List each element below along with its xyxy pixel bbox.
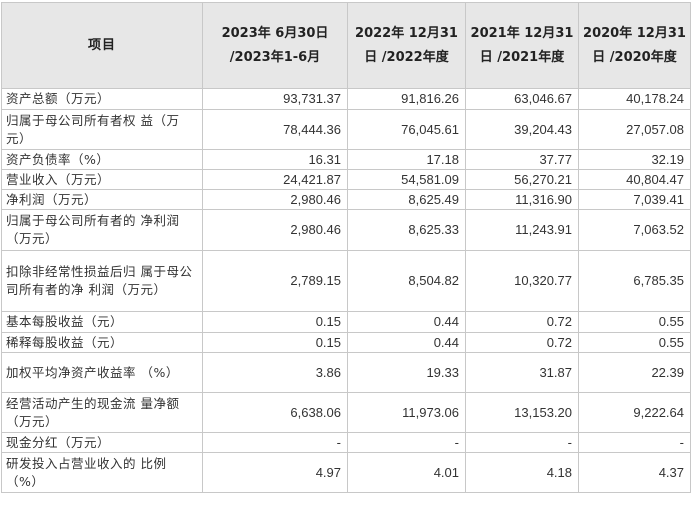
value-cell: 37.77 (465, 149, 579, 170)
value-cell: 32.19 (578, 149, 691, 170)
value-cell: 16.31 (202, 149, 348, 170)
value-cell: - (202, 432, 348, 453)
value-cell: 56,270.21 (465, 169, 579, 190)
value-cell: 0.44 (347, 332, 466, 353)
value-cell: 2,789.15 (202, 250, 348, 312)
table-row: 归属于母公司所有者权 益（万元） 78,444.36 76,045.61 39,… (1, 109, 691, 150)
value-cell: 9,222.64 (578, 392, 691, 433)
table-header-row: 项目 2023年 6月30日 /2023年1-6月 2022年 12月31日 /… (1, 2, 691, 89)
value-cell: 27,057.08 (578, 109, 691, 150)
value-cell: 24,421.87 (202, 169, 348, 190)
value-cell: 3.86 (202, 352, 348, 393)
value-cell: - (347, 432, 466, 453)
table-row: 稀释每股收益（元） 0.15 0.44 0.72 0.55 (1, 332, 691, 353)
value-cell: 0.15 (202, 332, 348, 353)
value-cell: 0.72 (465, 332, 579, 353)
table-row: 归属于母公司所有者的 净利润（万元） 2,980.46 8,625.33 11,… (1, 209, 691, 251)
value-cell: 63,046.67 (465, 88, 579, 110)
value-cell: 8,625.33 (347, 209, 466, 251)
row-label: 净利润（万元） (1, 189, 203, 210)
table-row: 经营活动产生的现金流 量净额（万元） 6,638.06 11,973.06 13… (1, 392, 691, 433)
row-label: 现金分红（万元） (1, 432, 203, 453)
value-cell: 39,204.43 (465, 109, 579, 150)
row-label: 经营活动产生的现金流 量净额（万元） (1, 392, 203, 433)
value-cell: 11,243.91 (465, 209, 579, 251)
header-cell-2020: 2020年 12月31日 /2020年度 (578, 2, 691, 89)
table-row: 现金分红（万元） - - - - (1, 432, 691, 453)
table-row: 扣除非经常性损益后归 属于母公司所有者的净 利润（万元） 2,789.15 8,… (1, 250, 691, 312)
value-cell: 10,320.77 (465, 250, 579, 312)
table-row: 资产负债率（%） 16.31 17.18 37.77 32.19 (1, 149, 691, 170)
value-cell: 40,178.24 (578, 88, 691, 110)
table-row: 研发投入占营业收入的 比例（%） 4.97 4.01 4.18 4.37 (1, 452, 691, 493)
value-cell: 0.55 (578, 311, 691, 333)
value-cell: 22.39 (578, 352, 691, 393)
financial-table: 项目 2023年 6月30日 /2023年1-6月 2022年 12月31日 /… (1, 2, 691, 493)
value-cell: - (578, 432, 691, 453)
header-cell-item: 项目 (1, 2, 203, 89)
value-cell: 8,504.82 (347, 250, 466, 312)
value-cell: 4.37 (578, 452, 691, 493)
table-row: 净利润（万元） 2,980.46 8,625.49 11,316.90 7,03… (1, 189, 691, 210)
header-cell-2022: 2022年 12月31日 /2022年度 (347, 2, 466, 89)
row-label: 营业收入（万元） (1, 169, 203, 190)
value-cell: 31.87 (465, 352, 579, 393)
table-row: 基本每股收益（元） 0.15 0.44 0.72 0.55 (1, 311, 691, 333)
row-label: 归属于母公司所有者的 净利润（万元） (1, 209, 203, 251)
value-cell: 11,316.90 (465, 189, 579, 210)
value-cell: 13,153.20 (465, 392, 579, 433)
value-cell: 4.97 (202, 452, 348, 493)
table-row: 加权平均净资产收益率 （%） 3.86 19.33 31.87 22.39 (1, 352, 691, 393)
value-cell: 0.15 (202, 311, 348, 333)
row-label: 加权平均净资产收益率 （%） (1, 352, 203, 393)
value-cell: 19.33 (347, 352, 466, 393)
value-cell: 6,638.06 (202, 392, 348, 433)
value-cell: 2,980.46 (202, 209, 348, 251)
row-label: 资产负债率（%） (1, 149, 203, 170)
table-row: 资产总额（万元） 93,731.37 91,816.26 63,046.67 4… (1, 88, 691, 110)
value-cell: 76,045.61 (347, 109, 466, 150)
header-cell-2023h1: 2023年 6月30日 /2023年1-6月 (202, 2, 348, 89)
value-cell: 0.55 (578, 332, 691, 353)
header-cell-2021: 2021年 12月31日 /2021年度 (465, 2, 579, 89)
value-cell: 0.72 (465, 311, 579, 333)
row-label: 稀释每股收益（元） (1, 332, 203, 353)
value-cell: 4.18 (465, 452, 579, 493)
value-cell: 7,039.41 (578, 189, 691, 210)
value-cell: 8,625.49 (347, 189, 466, 210)
row-label: 资产总额（万元） (1, 88, 203, 110)
value-cell: 93,731.37 (202, 88, 348, 110)
value-cell: - (465, 432, 579, 453)
value-cell: 78,444.36 (202, 109, 348, 150)
row-label: 基本每股收益（元） (1, 311, 203, 333)
value-cell: 54,581.09 (347, 169, 466, 190)
row-label: 研发投入占营业收入的 比例（%） (1, 452, 203, 493)
row-label: 归属于母公司所有者权 益（万元） (1, 109, 203, 150)
value-cell: 11,973.06 (347, 392, 466, 433)
value-cell: 6,785.35 (578, 250, 691, 312)
value-cell: 2,980.46 (202, 189, 348, 210)
value-cell: 0.44 (347, 311, 466, 333)
value-cell: 40,804.47 (578, 169, 691, 190)
table-row: 营业收入（万元） 24,421.87 54,581.09 56,270.21 4… (1, 169, 691, 190)
value-cell: 4.01 (347, 452, 466, 493)
value-cell: 7,063.52 (578, 209, 691, 251)
value-cell: 17.18 (347, 149, 466, 170)
row-label: 扣除非经常性损益后归 属于母公司所有者的净 利润（万元） (1, 250, 203, 312)
value-cell: 91,816.26 (347, 88, 466, 110)
